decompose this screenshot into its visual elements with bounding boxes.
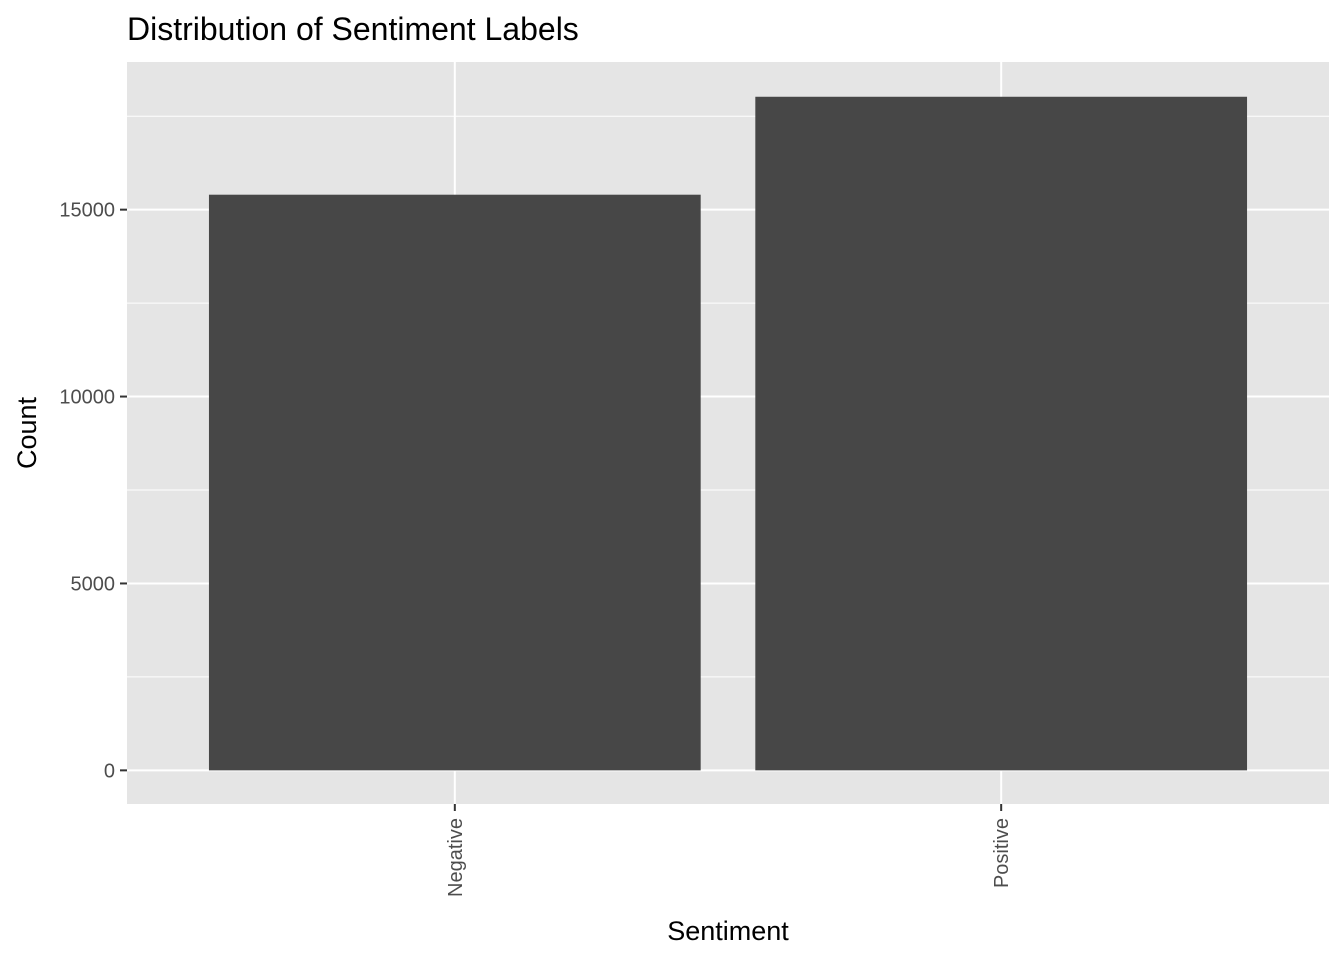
chart-title: Distribution of Sentiment Labels xyxy=(127,11,579,47)
y-axis-title: Count xyxy=(12,396,42,469)
y-tick-label: 5000 xyxy=(71,573,116,595)
y-axis: 0 5000 10000 15000 xyxy=(59,200,127,782)
bars xyxy=(208,96,1248,771)
y-tick-label: 0 xyxy=(104,760,115,782)
x-tick-label: Positive xyxy=(991,818,1013,888)
y-tick-label: 15000 xyxy=(59,200,115,222)
x-axis: Negative Positive xyxy=(445,804,1013,897)
bar-positive xyxy=(755,96,1248,771)
y-tick-label: 10000 xyxy=(59,387,115,409)
bar-negative xyxy=(208,194,701,771)
x-tick-label: Negative xyxy=(445,818,467,897)
x-axis-title: Sentiment xyxy=(667,916,789,946)
